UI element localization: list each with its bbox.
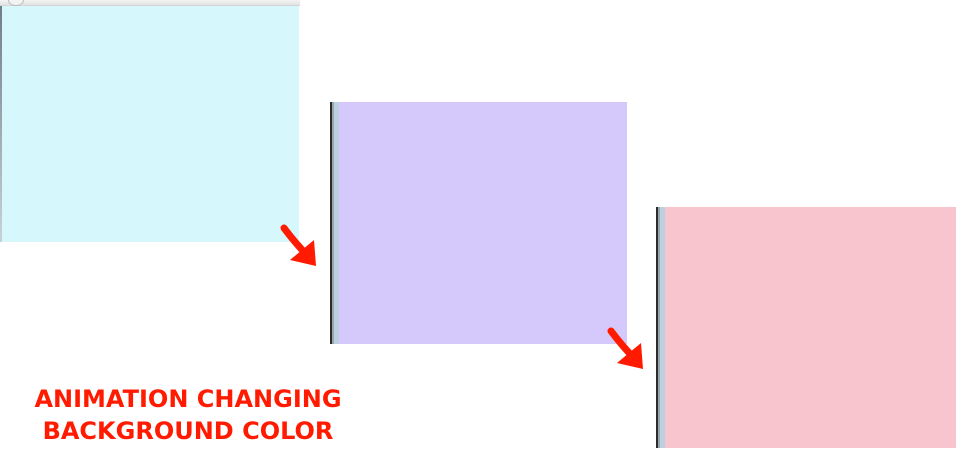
arrow-down-right-icon (280, 224, 316, 266)
color-frame-cyan (0, 6, 299, 242)
color-frame-lavender (339, 102, 627, 344)
frame-1-left-edge (0, 6, 2, 242)
window-top-bar (0, 0, 300, 6)
caption-line-2: BACKGROUND COLOR (42, 417, 334, 445)
caption: ANIMATION CHANGING BACKGROUND COLOR (12, 383, 364, 447)
color-frame-pink (665, 207, 956, 448)
arrow-down-right-icon (607, 327, 643, 369)
frame-3-left-edge (656, 207, 665, 448)
frame-2-left-edge (330, 102, 339, 344)
caption-line-1: ANIMATION CHANGING (34, 385, 342, 413)
